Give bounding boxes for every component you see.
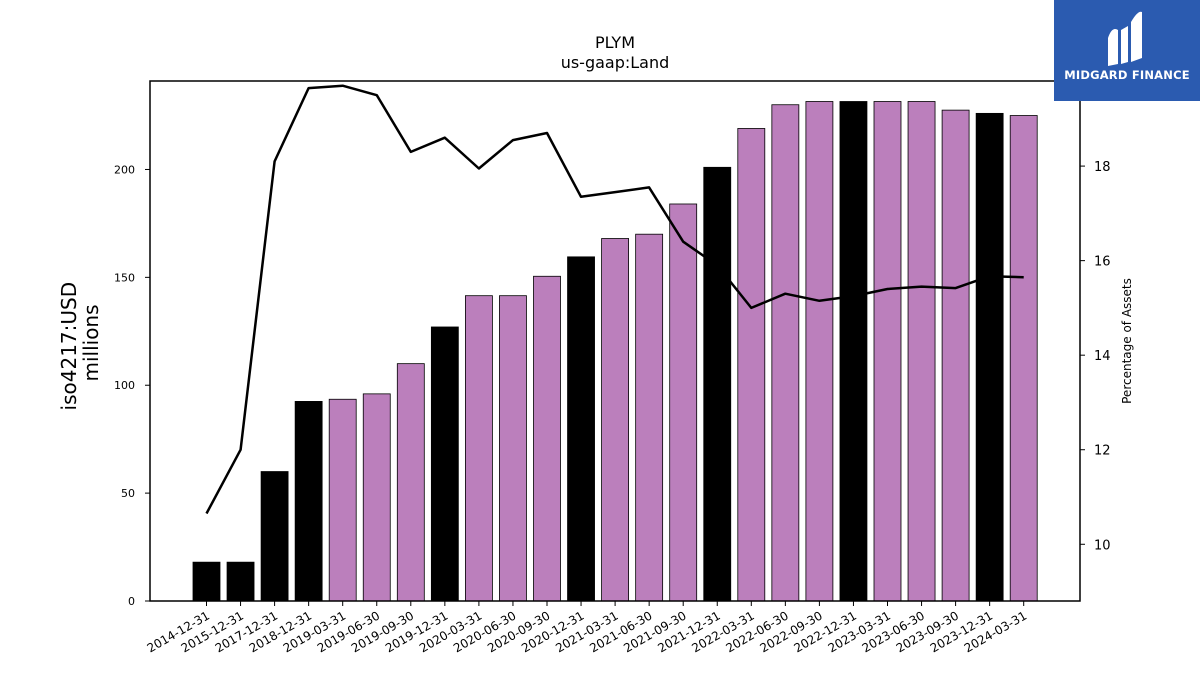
chart-title: PLYM	[594, 33, 635, 52]
bar-2019-09-30	[396, 363, 425, 602]
brand-logo-icon	[1108, 11, 1142, 66]
bar-2021-09-30	[669, 203, 698, 602]
y2-axis-label: Percentage of Assets	[1120, 278, 1134, 404]
bar-2022-12-31	[839, 101, 868, 602]
y-axis-label-line-1: iso4217:USD	[57, 282, 81, 411]
brand-name: MIDGARD FINANCE	[1064, 68, 1190, 82]
percentage-line	[205, 84, 1024, 515]
y-axis-label: iso4217:USD millions	[57, 276, 103, 411]
y-axis-right: 10 12 14 16 18	[1080, 160, 1111, 553]
y2-tick-label: 18	[1094, 160, 1111, 175]
bar-2021-03-31	[601, 238, 629, 602]
y-axis-left: 0 50 100 150 200	[114, 163, 150, 608]
bar-2023-12-31	[975, 112, 1004, 602]
bar-2020-06-30	[499, 295, 527, 602]
bar-2019-06-30	[362, 393, 391, 602]
bar-series	[192, 101, 1038, 602]
bar-2014-12-31	[192, 561, 221, 602]
bar-2015-12-31	[226, 561, 255, 602]
bar-2022-06-30	[771, 104, 800, 602]
bar-2020-12-31	[567, 256, 595, 602]
bar-2017-12-31	[260, 471, 289, 602]
bar-2022-09-30	[805, 101, 834, 602]
x-axis: 2014-12-312015-12-312017-12-312018-12-31…	[145, 601, 1029, 655]
y-tick-label: 50	[121, 487, 135, 500]
y-axis-label-line-2: millions	[79, 304, 103, 381]
bar-2019-12-31	[430, 326, 459, 602]
bar-2020-03-31	[464, 295, 493, 602]
bar-2023-09-30	[941, 109, 970, 602]
chart-subtitle: us-gaap:Land	[560, 53, 670, 72]
bar-2021-12-31	[703, 166, 732, 602]
brand-logo: MIDGARD FINANCE	[1054, 0, 1200, 101]
bar-2022-03-31	[737, 128, 766, 602]
y2-tick-label: 16	[1094, 255, 1111, 270]
bar-2019-03-31	[328, 398, 357, 602]
bar-2024-03-31	[1009, 115, 1038, 602]
y2-tick-label: 12	[1094, 444, 1111, 459]
percentage-line-series	[205, 84, 1024, 515]
y-tick-label: 0	[128, 595, 135, 608]
y2-tick-label: 14	[1094, 349, 1111, 364]
bar-2023-03-31	[873, 101, 902, 602]
y-tick-label: 200	[114, 163, 135, 176]
y-tick-label: 150	[114, 271, 135, 284]
bar-2023-06-30	[907, 101, 936, 602]
bar-2020-09-30	[533, 275, 561, 602]
y-tick-label: 100	[114, 379, 135, 392]
y2-tick-label: 10	[1094, 538, 1111, 553]
bar-2021-06-30	[635, 233, 664, 602]
bar-2018-12-31	[294, 401, 323, 602]
